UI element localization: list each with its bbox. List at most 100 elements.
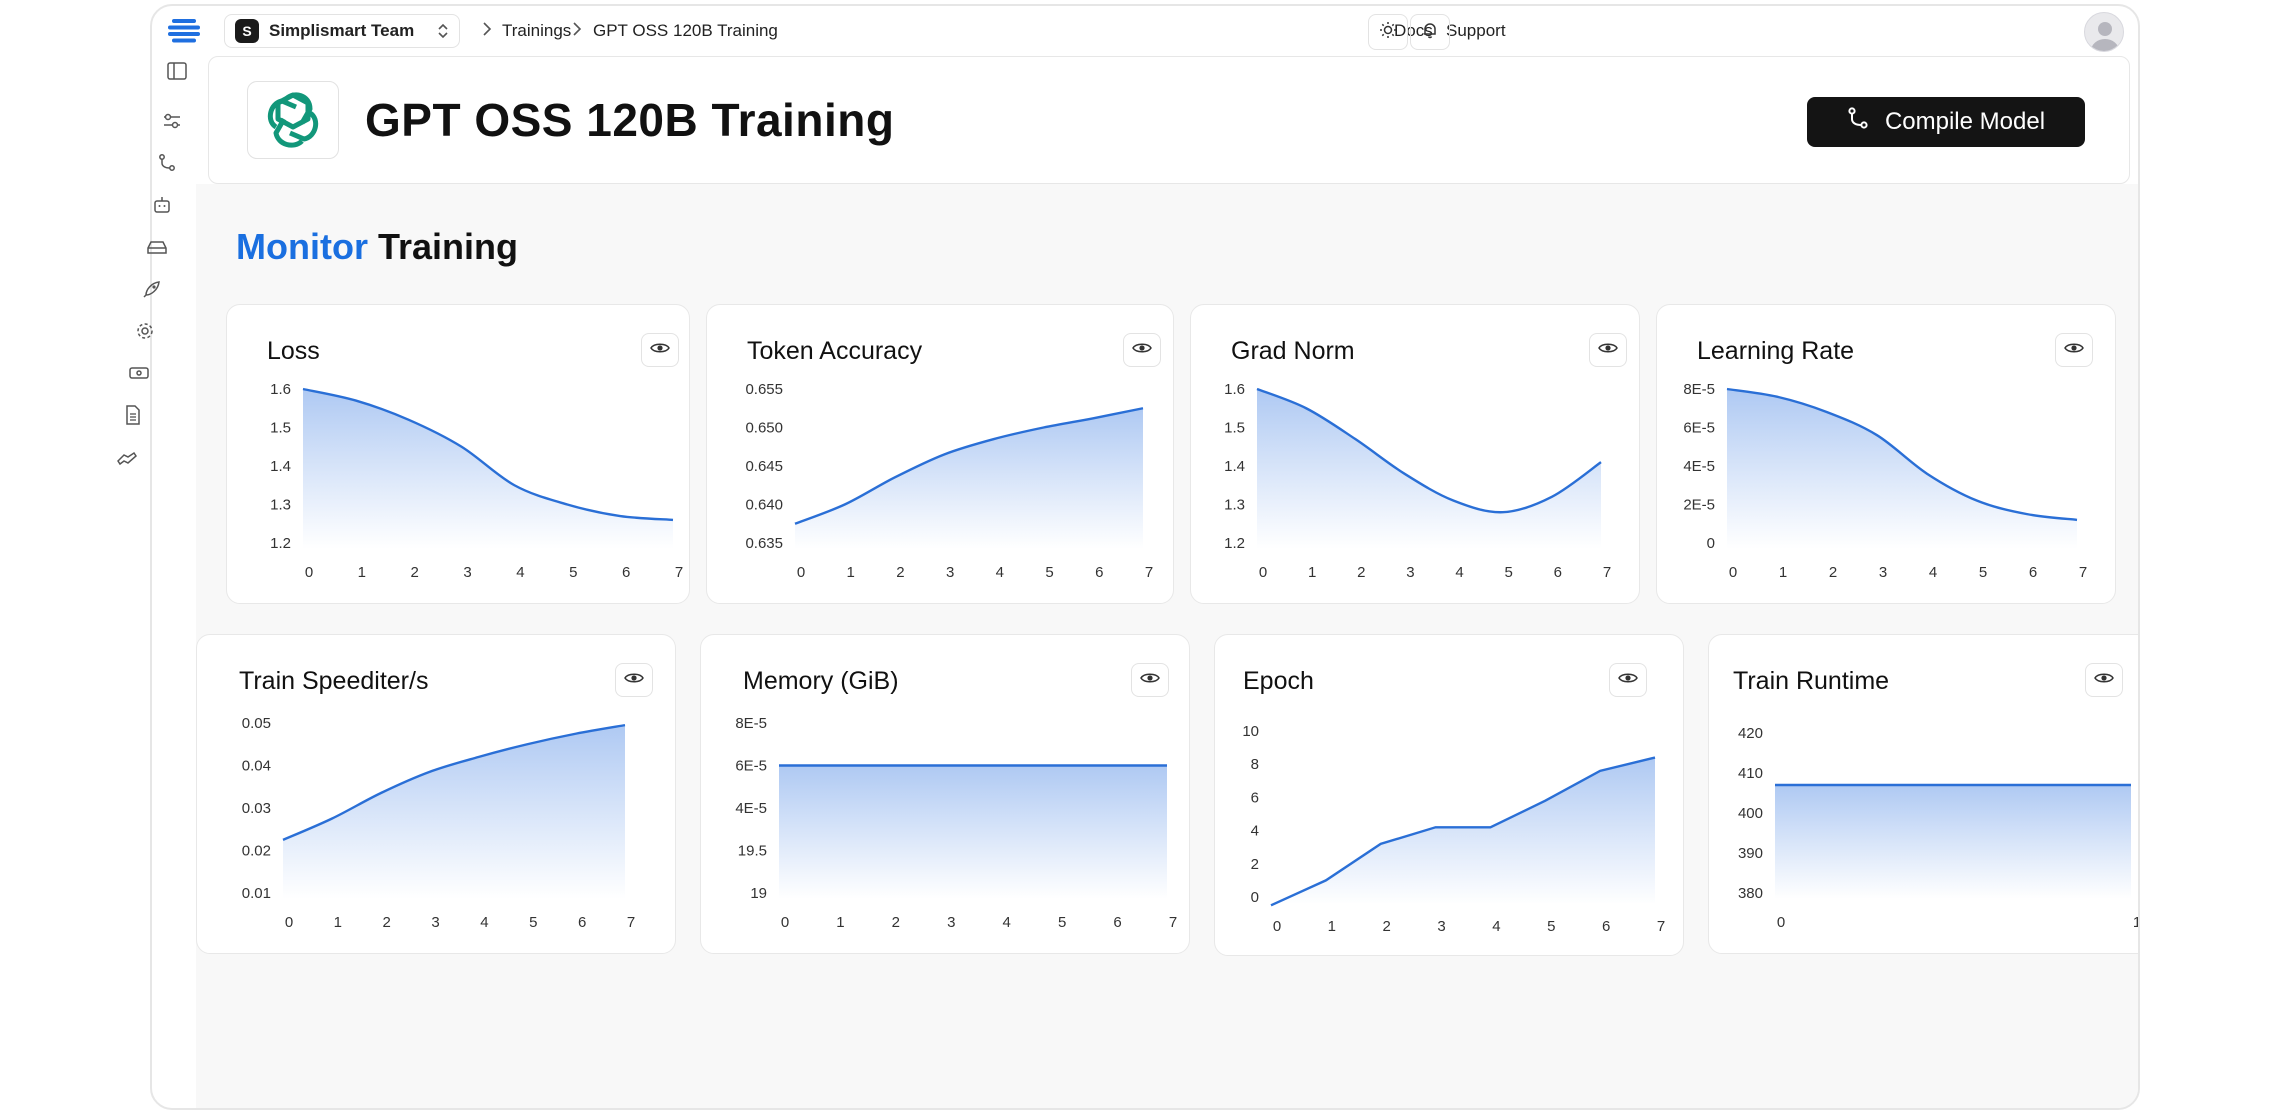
x-tick-label: 0 [797,564,805,581]
series-area [1775,785,2131,899]
x-tick-label: 6 [1095,564,1103,581]
y-tick-label: 1.6 [270,381,291,398]
chart-title: Grad Norm [1231,337,1355,365]
y-tick-label: 410 [1738,765,1763,782]
x-tick-label: 6 [578,914,586,931]
y-tick-label: 400 [1738,805,1763,822]
y-tick-label: 8E-5 [1683,381,1715,398]
view-chart-button[interactable] [2055,333,2093,367]
sliders-icon[interactable] [161,110,183,132]
x-tick-label: 7 [1169,914,1177,931]
stack-logo-icon[interactable] [166,16,202,46]
x-tick-label: 5 [1045,564,1053,581]
y-tick-label: 0.650 [745,420,783,437]
handshake-icon[interactable] [116,448,138,470]
view-chart-button[interactable] [1131,663,1169,697]
money-icon[interactable] [128,362,150,384]
x-tick-label: 2 [1829,564,1837,581]
gear-icon[interactable] [134,320,156,342]
series-area [1257,389,1601,549]
view-chart-button[interactable] [641,333,679,367]
git-branch-icon [1847,106,1869,138]
x-tick-label: 0 [305,564,313,581]
eye-icon [624,671,644,690]
y-tick-label: 1.2 [1224,535,1245,552]
team-selector[interactable]: S Simplismart Team [224,14,460,48]
section-title-accent: Monitor [236,226,368,267]
y-tick-label: 8E-5 [735,715,767,732]
y-tick-label: 0.04 [242,758,271,775]
view-chart-button[interactable] [615,663,653,697]
y-tick-label: 6E-5 [1683,420,1715,437]
theme-toggle-button[interactable] [1368,14,1408,50]
y-tick-label: 6E-5 [735,758,767,775]
chart-title: Token Accuracy [747,337,923,365]
y-tick-label: 1.5 [1224,420,1245,437]
loss-chart: 1.6 1.5 1.4 1.3 1.2 0 1 2 3 4 5 6 7 [270,381,683,581]
bell-icon [1421,21,1439,44]
document-icon[interactable] [122,404,144,426]
rocket-icon[interactable] [141,278,163,300]
x-tick-label: 0 [1777,914,1785,931]
chart-card-memory: Memory (GiB) 8E-5 6E-5 4E-5 19.5 19 0 1 2 3 4 5 6 7 [700,634,1190,954]
x-tick-label: 7 [2079,564,2087,581]
docs-link[interactable]: Docs [1394,21,1433,40]
chevron-right-icon [482,21,492,42]
breadcrumb-current[interactable]: GPT OSS 120B Training [593,21,778,40]
y-tick-label: 2E-5 [1683,497,1715,514]
eye-icon [1618,671,1638,690]
team-avatar: S [235,19,259,43]
y-tick-label: 380 [1738,885,1763,902]
y-tick-label: 1.4 [1224,458,1245,475]
main-content: Monitor Training Loss 1.6 1.5 1.4 1.3 1.2 0 1 2… [196,184,2138,1108]
y-tick-label: 1.2 [270,535,291,552]
train-runtime-chart: 420 410 400 390 380 0 1 [1738,725,2138,931]
view-chart-button[interactable] [2085,663,2123,697]
chevron-up-down-icon [437,22,449,40]
series-line [1256,387,1602,514]
y-tick-label: 0.05 [242,715,271,732]
series-area [779,765,1167,899]
git-branch-icon[interactable] [156,152,178,174]
y-tick-label: 4 [1251,823,1259,840]
series-line [1726,387,2078,522]
drive-icon[interactable] [146,236,168,258]
y-tick-label: 1.6 [1224,381,1245,398]
breadcrumb-trainings[interactable]: Trainings [502,21,572,40]
y-tick-label: 0.01 [242,885,271,902]
eye-icon [2064,341,2084,360]
x-tick-label: 2 [1357,564,1365,581]
robot-icon[interactable] [151,194,173,216]
grad-norm-chart: 1.6 1.5 1.4 1.3 1.2 0 1 2 3 4 5 6 7 [1224,381,1611,581]
token-accuracy-chart: 0.655 0.650 0.645 0.640 0.635 0 1 2 3 4 5 6 7 [745,381,1153,581]
y-tick-label: 1.3 [1224,497,1245,514]
view-chart-button[interactable] [1123,333,1161,367]
notifications-button[interactable] [1410,14,1450,50]
y-tick-label: 0.645 [745,458,783,475]
chart-card-grad-norm: Grad Norm 1.6 1.5 1.4 1.3 1.2 0 1 2 3 4 5 6 7 [1190,304,1640,604]
openai-logo-icon [247,81,339,159]
view-chart-button[interactable] [1589,333,1627,367]
x-tick-label: 7 [1657,918,1665,935]
compile-model-button[interactable]: Compile Model [1807,97,2085,147]
top-bar: S Simplismart Team Trainings GPT OSS 120… [152,6,2138,58]
support-link[interactable]: Support [1446,21,1506,40]
y-tick-label: 1.3 [270,497,291,514]
train-speed-chart: 0.05 0.04 0.03 0.02 0.01 0 1 2 3 4 5 6 7 [242,715,635,931]
x-tick-label: 6 [1602,918,1610,935]
x-tick-label: 1 [847,564,855,581]
team-name: Simplismart Team [269,21,415,40]
x-tick-label: 0 [1729,564,1737,581]
x-tick-label: 0 [1259,564,1267,581]
y-tick-label: 6 [1251,789,1259,806]
user-avatar-icon[interactable] [2084,12,2124,52]
x-tick-label: 0 [781,914,789,931]
sidebar-toggle-icon[interactable] [166,60,188,82]
chart-card-epoch: Epoch 10 8 6 4 2 0 0 1 2 3 4 5 6 7 [1214,634,1684,956]
x-tick-label: 1 [1308,564,1316,581]
x-tick-label: 4 [1929,564,1937,581]
x-tick-label: 2 [892,914,900,931]
view-chart-button[interactable] [1609,663,1647,697]
x-tick-label: 3 [463,564,471,581]
